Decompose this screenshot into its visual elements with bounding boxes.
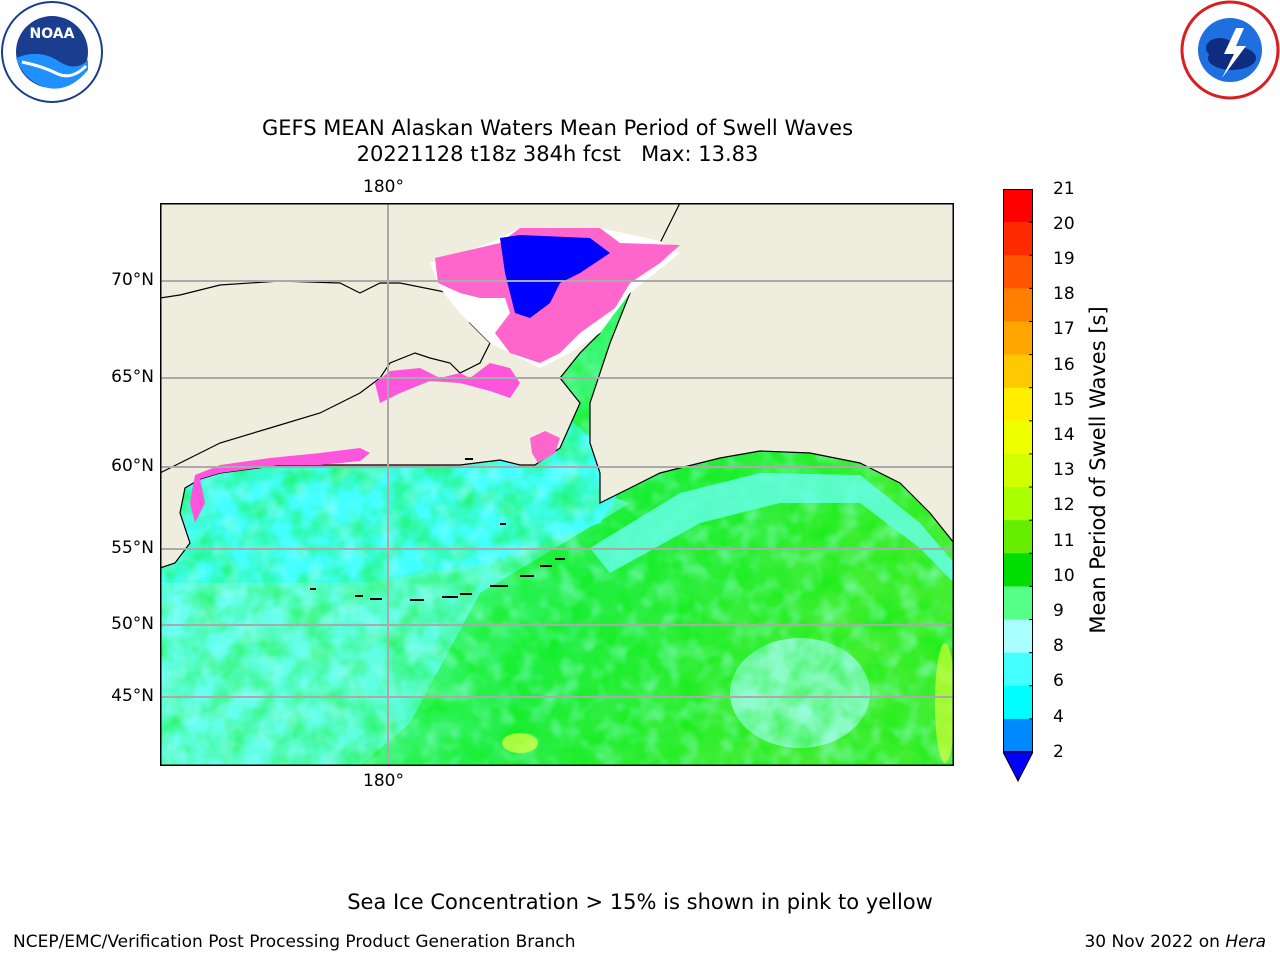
gulf-coastal-strip: [590, 473, 954, 583]
lat-label-70n: 70°N: [111, 270, 154, 290]
sea-ice-core: [500, 235, 610, 318]
graticule: [160, 203, 954, 766]
colorbar-tick: 11: [1053, 531, 1075, 551]
nws-logo: [1180, 0, 1280, 100]
lat-label-45n: 45°N: [111, 686, 154, 706]
colorbar-segment: [1003, 420, 1033, 455]
colorbar: [1003, 189, 1033, 782]
footer-date: 30 Nov 2022 on Hera: [1084, 932, 1266, 952]
footer-machine: Hera: [1225, 932, 1266, 952]
ice-fringe-east: [530, 431, 560, 463]
colorbar-tick: 6: [1053, 671, 1064, 691]
colorbar-tick: 18: [1053, 284, 1075, 304]
sea-ice-caption: Sea Ice Concentration > 15% is shown in …: [347, 890, 933, 914]
colorbar-tick: 14: [1053, 425, 1075, 445]
colorbar-segment: [1003, 586, 1033, 621]
sea-ice-region: [435, 228, 680, 363]
lat-label-60n: 60°N: [111, 456, 154, 476]
footer-credit: NCEP/EMC/Verification Post Processing Pr…: [13, 932, 576, 952]
colorbar-segment: [1003, 718, 1033, 753]
colorbar-tick: 8: [1053, 636, 1064, 656]
colorbar-label: Mean Period of Swell Waves [s]: [1086, 306, 1110, 634]
lon-label-bottom: 180°: [363, 771, 404, 791]
lon-label-top: 180°: [363, 177, 404, 197]
aleutian-islands: [310, 458, 565, 601]
colorbar-tick: 16: [1053, 355, 1075, 375]
colorbar-segment: [1003, 387, 1033, 422]
noaa-logo: NOAA: [0, 0, 104, 104]
colorbar-tick: 12: [1053, 495, 1075, 515]
ice-fringe-bering: [375, 363, 520, 403]
colorbar-segment: [1003, 487, 1033, 521]
colorbar-segment: [1003, 321, 1033, 356]
colorbar-segment: [1003, 619, 1033, 654]
colorbar-tick: 15: [1053, 390, 1075, 410]
colorbar-segment: [1003, 453, 1033, 488]
lat-label-55n: 55°N: [111, 538, 154, 558]
colorbar-tick: 10: [1053, 566, 1075, 586]
map-panel: [160, 203, 954, 766]
colorbar-extend-triangle: [1003, 751, 1033, 782]
colorbar-tick: 2: [1053, 742, 1064, 762]
colorbar-segment: [1003, 189, 1033, 223]
colorbar-segment: [1003, 520, 1033, 554]
noaa-logo-text: NOAA: [30, 26, 75, 42]
lat-label-65n: 65°N: [111, 367, 154, 387]
colorbar-tick: 9: [1053, 601, 1064, 621]
colorbar-segment: [1003, 222, 1033, 256]
colorbar-tick: 4: [1053, 707, 1064, 727]
footer-date-text: 30 Nov 2022 on: [1084, 932, 1226, 952]
land-alaska-se: [589, 203, 954, 544]
map-title: GEFS MEAN Alaskan Waters Mean Period of …: [261, 116, 854, 140]
colorbar-tick: 20: [1053, 214, 1075, 234]
colorbar-tick: 13: [1053, 460, 1075, 480]
colorbar-segment: [1003, 255, 1033, 289]
colorbar-segment: [1003, 288, 1033, 322]
colorbar-segment: [1003, 553, 1033, 587]
map-subtitle: 20221128 t18z 384h fcst Max: 13.83: [356, 142, 759, 166]
colorbar-tick: 19: [1053, 249, 1075, 269]
colorbar-segment: [1003, 652, 1033, 687]
lat-label-50n: 50°N: [111, 614, 154, 634]
colorbar-segment: [1003, 685, 1033, 720]
colorbar-tick: 21: [1053, 179, 1075, 199]
colorbar-segment: [1003, 354, 1033, 389]
colorbar-tick: 17: [1053, 319, 1075, 339]
